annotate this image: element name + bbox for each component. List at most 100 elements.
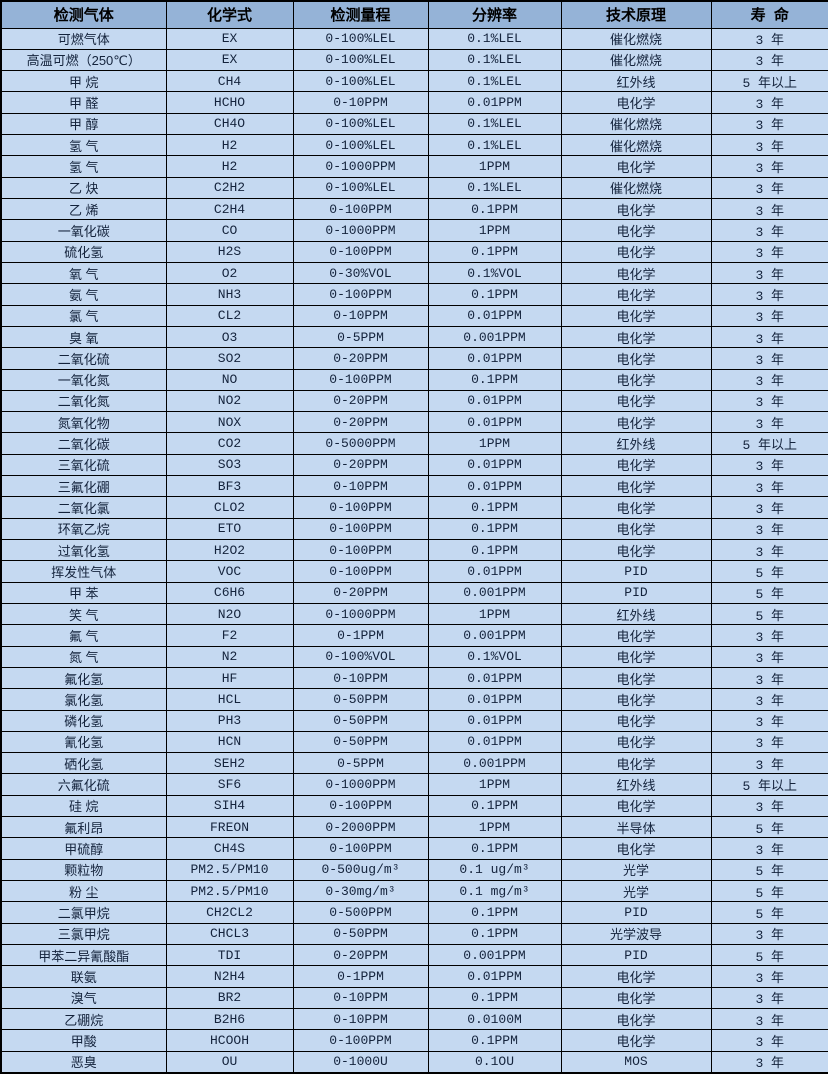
formula-cell: CH4O bbox=[165, 112, 294, 136]
range-cell: 0-100PPM bbox=[292, 837, 429, 860]
gas-name-cell: 过氧化氢 bbox=[0, 538, 167, 562]
formula-cell: H2 bbox=[165, 134, 294, 157]
gas-name-cell: 粉 尘 bbox=[0, 879, 167, 903]
formula-cell: FREON bbox=[165, 816, 294, 839]
formula-cell: SEH2 bbox=[165, 752, 294, 775]
lifespan-cell: 3 年 bbox=[710, 261, 828, 285]
formula-cell: NH3 bbox=[165, 283, 294, 306]
table-row: 硫化氢 H2S 0-100PPM 0.1PPM 电化学 3 年 bbox=[0, 240, 828, 263]
formula-cell: VOC bbox=[165, 560, 294, 583]
table-row: 二氧化氮 NO2 0-20PPM 0.01PPM 电化学 3 年 bbox=[0, 389, 828, 413]
resolution-cell: 0.1%VOL bbox=[427, 261, 562, 285]
resolution-cell: 0.1%LEL bbox=[427, 27, 562, 50]
resolution-cell: 1PPM bbox=[427, 155, 562, 178]
lifespan-cell: 3 年 bbox=[710, 48, 828, 72]
resolution-cell: 0.1PPM bbox=[427, 901, 562, 924]
range-cell: 0-1000PPM bbox=[292, 773, 429, 796]
principle-cell: 催化燃烧 bbox=[560, 112, 712, 136]
lifespan-cell: 3 年 bbox=[710, 496, 828, 519]
range-cell: 0-50PPM bbox=[292, 709, 429, 732]
range-cell: 0-5PPM bbox=[292, 325, 429, 349]
formula-cell: O2 bbox=[165, 261, 294, 285]
lifespan-cell: 5 年 bbox=[710, 816, 828, 839]
range-cell: 0-100PPM bbox=[292, 240, 429, 263]
table-row: 氟利昂 FREON 0-2000PPM 1PPM 半导体 5 年 bbox=[0, 816, 828, 839]
range-cell: 0-100PPM bbox=[292, 560, 429, 583]
lifespan-cell: 3 年 bbox=[710, 922, 828, 945]
range-cell: 0-10PPM bbox=[292, 91, 429, 114]
resolution-cell: 0.001PPM bbox=[427, 624, 562, 647]
table-row: 乙 炔 C2H2 0-100%LEL 0.1%LEL 催化燃烧 3 年 bbox=[0, 176, 828, 200]
resolution-cell: 1PPM bbox=[427, 432, 562, 455]
resolution-cell: 0.01PPM bbox=[427, 688, 562, 711]
range-cell: 0-2000PPM bbox=[292, 816, 429, 839]
formula-cell: CH4S bbox=[165, 837, 294, 860]
lifespan-cell: 5 年 bbox=[710, 560, 828, 583]
resolution-cell: 0.01PPM bbox=[427, 709, 562, 732]
formula-cell: PM2.5/PM10 bbox=[165, 879, 294, 903]
lifespan-cell: 5 年以上 bbox=[710, 70, 828, 93]
range-cell: 0-30%VOL bbox=[292, 261, 429, 285]
principle-cell: 电化学 bbox=[560, 837, 712, 860]
resolution-cell: 0.01PPM bbox=[427, 666, 562, 690]
resolution-cell: 1PPM bbox=[427, 773, 562, 796]
principle-cell: 电化学 bbox=[560, 347, 712, 370]
gas-name-cell: 氧 气 bbox=[0, 261, 167, 285]
table-row: 三氟化硼 BF3 0-10PPM 0.01PPM 电化学 3 年 bbox=[0, 475, 828, 498]
range-cell: 0-100PPM bbox=[292, 496, 429, 519]
table-row: 笑 气 N2O 0-1000PPM 1PPM 红外线 5 年 bbox=[0, 602, 828, 626]
lifespan-cell: 3 年 bbox=[710, 794, 828, 818]
table-row: 粉 尘 PM2.5/PM10 0-30mg/m³ 0.1 mg/m³ 光学 5 年 bbox=[0, 879, 828, 903]
gas-name-cell: 氟 气 bbox=[0, 624, 167, 647]
range-cell: 0-1PPM bbox=[292, 624, 429, 647]
gas-name-cell: 氨 气 bbox=[0, 283, 167, 306]
gas-name-cell: 磷化氢 bbox=[0, 709, 167, 732]
table-row: 氨 气 NH3 0-100PPM 0.1PPM 电化学 3 年 bbox=[0, 283, 828, 306]
gas-name-cell: 三氧化硫 bbox=[0, 453, 167, 477]
gas-name-cell: 甲苯二异氰酸酯 bbox=[0, 943, 167, 967]
resolution-cell: 0.1PPM bbox=[427, 986, 562, 1009]
range-cell: 0-10PPM bbox=[292, 1007, 429, 1031]
lifespan-cell: 3 年 bbox=[710, 27, 828, 50]
gas-name-cell: 氢 气 bbox=[0, 155, 167, 178]
lifespan-cell: 3 年 bbox=[710, 965, 828, 988]
table-row: 挥发性气体 VOC 0-100PPM 0.01PPM PID 5 年 bbox=[0, 560, 828, 583]
range-cell: 0-30mg/m³ bbox=[292, 879, 429, 903]
principle-cell: 电化学 bbox=[560, 496, 712, 519]
lifespan-cell: 3 年 bbox=[710, 411, 828, 434]
principle-cell: PID bbox=[560, 901, 712, 924]
formula-cell: CLO2 bbox=[165, 496, 294, 519]
table-row: 三氧化硫 SO3 0-20PPM 0.01PPM 电化学 3 年 bbox=[0, 453, 828, 477]
lifespan-cell: 3 年 bbox=[710, 155, 828, 178]
resolution-cell: 0.01PPM bbox=[427, 453, 562, 477]
range-cell: 0-20PPM bbox=[292, 411, 429, 434]
principle-cell: 电化学 bbox=[560, 794, 712, 818]
principle-cell: 红外线 bbox=[560, 773, 712, 796]
lifespan-cell: 3 年 bbox=[710, 688, 828, 711]
gas-name-cell: 硅 烷 bbox=[0, 794, 167, 818]
column-header: 分辨率 bbox=[427, 0, 562, 29]
formula-cell: BR2 bbox=[165, 986, 294, 1009]
formula-cell: SO3 bbox=[165, 453, 294, 477]
principle-cell: 红外线 bbox=[560, 432, 712, 455]
lifespan-cell: 3 年 bbox=[710, 730, 828, 754]
resolution-cell: 0.01PPM bbox=[427, 389, 562, 413]
gas-name-cell: 氰化氢 bbox=[0, 730, 167, 754]
principle-cell: 催化燃烧 bbox=[560, 176, 712, 200]
lifespan-cell: 5 年 bbox=[710, 581, 828, 604]
formula-cell: NO2 bbox=[165, 389, 294, 413]
gas-name-cell: 一氧化碳 bbox=[0, 219, 167, 242]
gas-name-cell: 乙 炔 bbox=[0, 176, 167, 200]
lifespan-cell: 3 年 bbox=[710, 134, 828, 157]
principle-cell: 电化学 bbox=[560, 730, 712, 754]
gas-name-cell: 二氧化氮 bbox=[0, 389, 167, 413]
principle-cell: 电化学 bbox=[560, 752, 712, 775]
gas-name-cell: 三氯甲烷 bbox=[0, 922, 167, 945]
table-row: 三氯甲烷 CHCL3 0-50PPM 0.1PPM 光学波导 3 年 bbox=[0, 922, 828, 945]
principle-cell: PID bbox=[560, 560, 712, 583]
principle-cell: 电化学 bbox=[560, 91, 712, 114]
principle-cell: 电化学 bbox=[560, 666, 712, 690]
range-cell: 0-20PPM bbox=[292, 581, 429, 604]
lifespan-cell: 3 年 bbox=[710, 197, 828, 221]
resolution-cell: 0.1%LEL bbox=[427, 48, 562, 72]
